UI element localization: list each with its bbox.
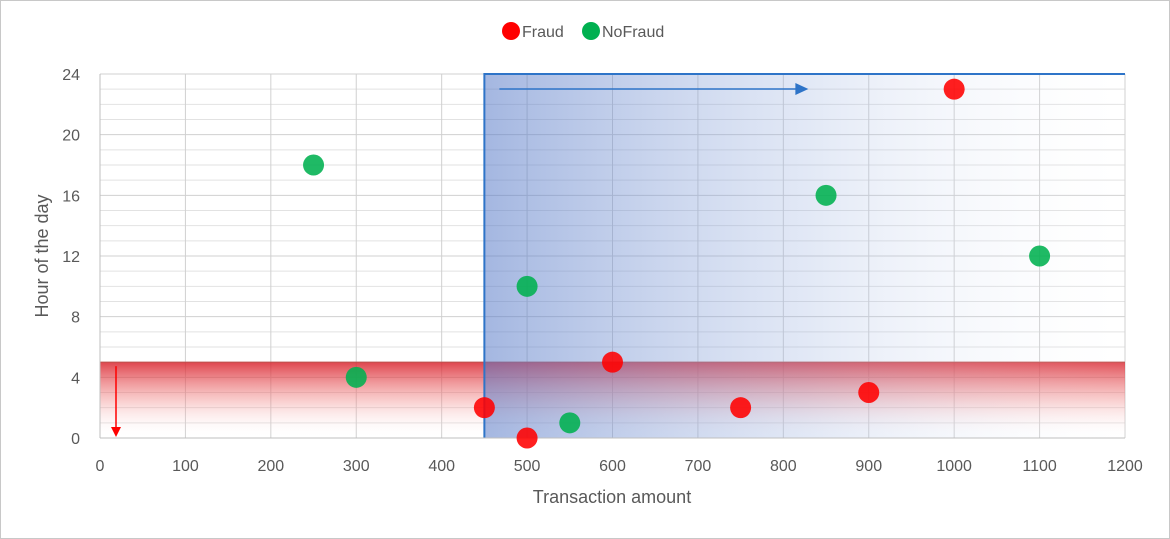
x-tick-label: 1100	[1022, 458, 1057, 475]
nofraud-point	[345, 366, 367, 388]
x-tick-label: 1200	[1107, 458, 1143, 475]
fraud-point	[602, 351, 623, 373]
fraud-amount-band	[484, 74, 1125, 438]
data-points	[303, 78, 1051, 449]
x-axis-title: Transaction amount	[533, 487, 691, 507]
x-tick-label: 500	[514, 458, 541, 475]
highlight-bands	[100, 73, 1125, 438]
x-tick-label: 800	[770, 458, 797, 475]
fraud-point	[730, 397, 752, 419]
y-tick-label: 20	[62, 128, 80, 145]
right-arrow-head	[795, 83, 809, 95]
tick-labels: 0 100 200 300 400 500 600 700 800 900 1000 1100 1200…	[62, 67, 1143, 475]
axes	[99, 74, 1125, 439]
x-tick-label: 600	[599, 458, 626, 475]
y-tick-label: 12	[62, 249, 80, 266]
y-tick-label: 16	[62, 188, 80, 205]
legend-nofraud-label: NoFraud	[602, 24, 664, 41]
fraud-point	[473, 397, 495, 419]
x-tick-label: 700	[685, 458, 712, 475]
legend-fraud-marker	[502, 22, 520, 40]
nofraud-point	[303, 154, 325, 176]
x-tick-label: 300	[343, 458, 370, 475]
x-tick-label: 0	[96, 458, 105, 475]
y-tick-label: 4	[71, 370, 80, 387]
x-tick-label: 900	[855, 458, 882, 475]
nofraud-point	[815, 184, 837, 206]
nofraud-point	[516, 275, 538, 297]
x-tick-label: 400	[428, 458, 455, 475]
fraud-amount-band-edge	[483, 73, 1125, 438]
fraud-point	[943, 78, 965, 100]
down-arrow-head	[111, 427, 121, 437]
nofraud-point	[1029, 245, 1051, 267]
x-tick-label: 100	[172, 458, 199, 475]
legend-nofraud-marker	[582, 22, 600, 40]
y-tick-label: 0	[71, 431, 80, 448]
x-tick-label: 200	[257, 458, 284, 475]
y-tick-label: 8	[71, 310, 80, 327]
fraud-point	[516, 427, 538, 449]
legend-fraud-label: Fraud	[522, 24, 564, 41]
fraud-point	[858, 382, 880, 403]
legend: Fraud NoFraud	[502, 22, 664, 41]
nofraud-point	[559, 412, 581, 434]
y-tick-label: 24	[62, 67, 80, 84]
x-tick-label: 1000	[936, 458, 972, 475]
y-axis-title: Hour of the day	[32, 194, 52, 317]
